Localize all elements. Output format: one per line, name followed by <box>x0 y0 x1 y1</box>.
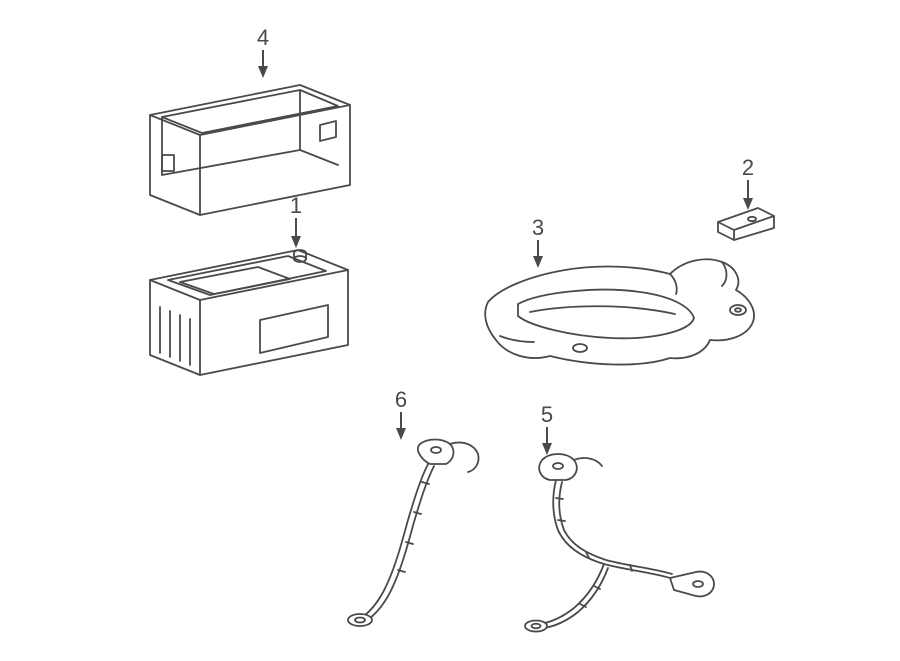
callout-arrow-stem <box>747 180 749 200</box>
callout-arrow-head <box>533 256 543 268</box>
part-battery <box>140 225 360 380</box>
callout-6: 6 <box>395 387 407 413</box>
callout-2: 2 <box>742 155 754 181</box>
callout-arrow-head <box>743 198 753 210</box>
callout-3: 3 <box>532 215 544 241</box>
part-battery-tray <box>470 240 770 380</box>
callout-arrow-head <box>396 428 406 440</box>
part-battery-cover <box>140 55 360 220</box>
callout-1: 1 <box>290 193 302 219</box>
callout-arrow-head <box>291 236 301 248</box>
callout-4: 4 <box>257 25 269 51</box>
callout-arrow-head <box>542 443 552 455</box>
part-negative-cable <box>330 420 490 630</box>
callout-arrow-head <box>258 66 268 78</box>
part-positive-cable <box>490 440 740 640</box>
callout-5: 5 <box>541 402 553 428</box>
callout-arrow-stem <box>295 218 297 238</box>
